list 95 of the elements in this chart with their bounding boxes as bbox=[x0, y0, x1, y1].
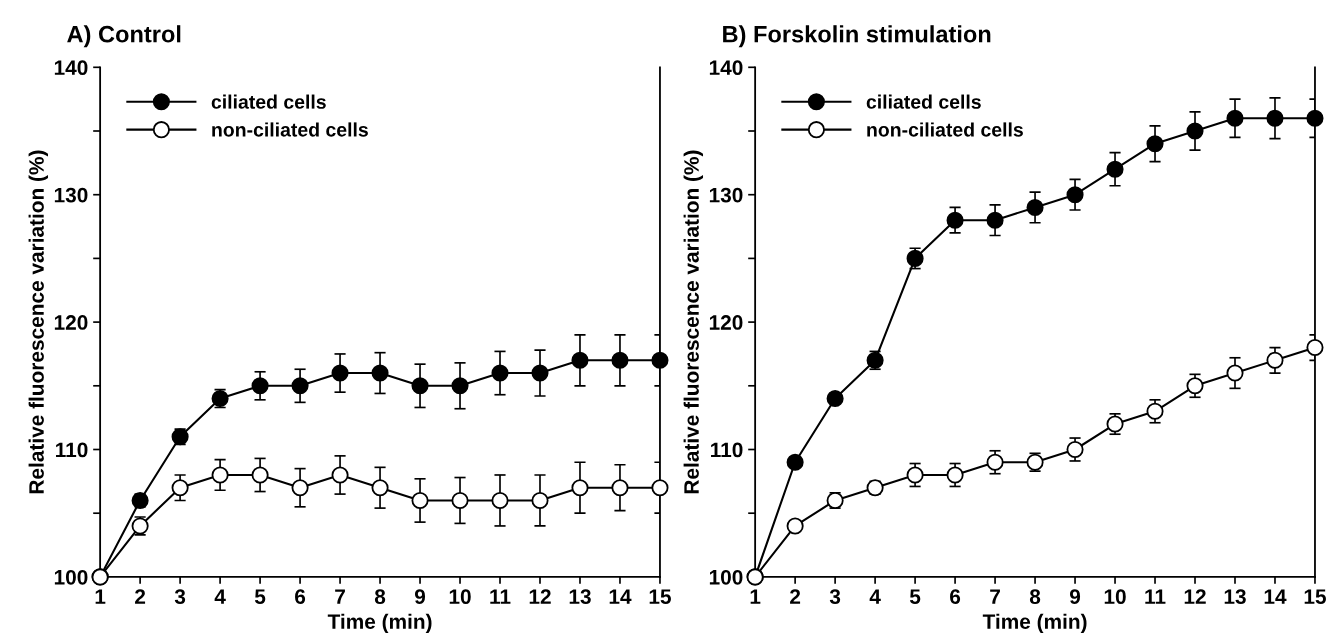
x-tick-label: 1 bbox=[750, 589, 761, 604]
point bbox=[651, 479, 669, 497]
point bbox=[946, 211, 964, 229]
x-tick-label: 15 bbox=[1304, 589, 1326, 605]
point bbox=[1306, 109, 1324, 127]
x-tick-label: 15 bbox=[649, 589, 671, 605]
x-tick-label: 12 bbox=[1184, 589, 1206, 604]
x-tick-label: 7 bbox=[990, 589, 1000, 604]
point bbox=[651, 351, 669, 369]
x-tick-label: 11 bbox=[490, 589, 511, 604]
y-axis-title: Relative fluorescence variation (%) bbox=[28, 150, 49, 494]
x-tick-label: 14 bbox=[609, 589, 632, 604]
chart-title: A) Control bbox=[67, 25, 181, 48]
x-tick-label: 7 bbox=[335, 589, 345, 604]
point bbox=[531, 364, 549, 382]
point bbox=[451, 377, 469, 395]
point bbox=[291, 479, 309, 497]
y-tick-label: 130 bbox=[54, 187, 88, 203]
y-tick-label: 140 bbox=[54, 60, 88, 76]
point bbox=[331, 466, 349, 484]
point bbox=[251, 377, 269, 395]
x-tick-label: 10 bbox=[1104, 589, 1126, 605]
point bbox=[411, 377, 429, 395]
point bbox=[826, 389, 844, 408]
x-tick-label: 5 bbox=[254, 589, 266, 605]
point bbox=[331, 364, 349, 382]
x-tick-label: 3 bbox=[829, 589, 841, 605]
point bbox=[611, 479, 629, 497]
x-tick-label: 1 bbox=[95, 589, 106, 604]
y-tick-label: 120 bbox=[54, 315, 88, 330]
legend-label: non-ciliated cells bbox=[867, 122, 1023, 137]
point bbox=[251, 466, 269, 484]
point bbox=[571, 479, 589, 497]
x-tick-label: 4 bbox=[214, 589, 226, 604]
legend-label: ciliated cells bbox=[211, 94, 326, 109]
y-tick-label: 100 bbox=[709, 569, 743, 585]
point bbox=[1306, 339, 1324, 357]
point bbox=[1186, 377, 1204, 395]
point bbox=[571, 351, 589, 369]
point bbox=[411, 491, 429, 510]
y-tick-label: 120 bbox=[709, 315, 743, 330]
point bbox=[946, 466, 964, 484]
chart-title: B) Forskolin stimulation bbox=[723, 25, 991, 48]
x-tick-label: 13 bbox=[1224, 589, 1246, 605]
y-tick-label: 110 bbox=[56, 442, 88, 458]
x-tick-label: 9 bbox=[1069, 589, 1081, 605]
y-tick-label: 110 bbox=[711, 442, 743, 458]
x-tick-label: 14 bbox=[1264, 589, 1287, 604]
point bbox=[291, 377, 309, 395]
point bbox=[371, 479, 389, 497]
x-tick-label: 11 bbox=[1145, 589, 1166, 604]
point bbox=[531, 491, 549, 510]
x-tick-label: 9 bbox=[414, 589, 426, 605]
x-tick-label: 4 bbox=[869, 589, 881, 604]
point bbox=[1266, 351, 1284, 369]
y-axis-title: Relative fluorescence variation (%) bbox=[683, 150, 704, 494]
point bbox=[906, 466, 924, 484]
point bbox=[986, 211, 1004, 229]
x-tick-label: 6 bbox=[295, 589, 306, 605]
point bbox=[611, 351, 629, 369]
point bbox=[171, 479, 189, 497]
legend-label: non-ciliated cells bbox=[212, 122, 368, 137]
point bbox=[371, 364, 389, 382]
point bbox=[1106, 160, 1124, 178]
x-tick-label: 8 bbox=[374, 589, 386, 605]
point bbox=[1226, 109, 1244, 127]
x-axis-title: Time (min) bbox=[982, 613, 1087, 634]
x-tick-label: 8 bbox=[1029, 589, 1041, 605]
point bbox=[1146, 402, 1164, 420]
point bbox=[786, 517, 804, 535]
x-tick-label: 2 bbox=[790, 589, 801, 604]
x-tick-label: 2 bbox=[135, 589, 146, 604]
point bbox=[786, 453, 804, 471]
point bbox=[491, 364, 509, 382]
x-axis-title: Time (min) bbox=[327, 613, 432, 634]
point bbox=[1066, 186, 1084, 204]
point bbox=[986, 453, 1004, 471]
x-tick-label: 12 bbox=[529, 589, 551, 604]
point bbox=[1226, 364, 1244, 382]
x-tick-label: 10 bbox=[449, 589, 471, 605]
y-tick-label: 100 bbox=[54, 569, 88, 585]
point bbox=[491, 491, 509, 510]
point bbox=[211, 466, 229, 484]
point bbox=[451, 491, 469, 510]
y-tick-label: 130 bbox=[709, 187, 743, 203]
point bbox=[1026, 198, 1044, 216]
point bbox=[1186, 122, 1204, 140]
x-tick-label: 5 bbox=[909, 589, 921, 605]
point bbox=[1266, 109, 1284, 127]
x-tick-label: 3 bbox=[174, 589, 186, 605]
y-tick-label: 140 bbox=[709, 60, 743, 76]
x-tick-label: 6 bbox=[950, 589, 961, 605]
legend-label: ciliated cells bbox=[866, 94, 981, 109]
x-tick-label: 13 bbox=[569, 589, 591, 605]
point bbox=[1146, 135, 1164, 153]
